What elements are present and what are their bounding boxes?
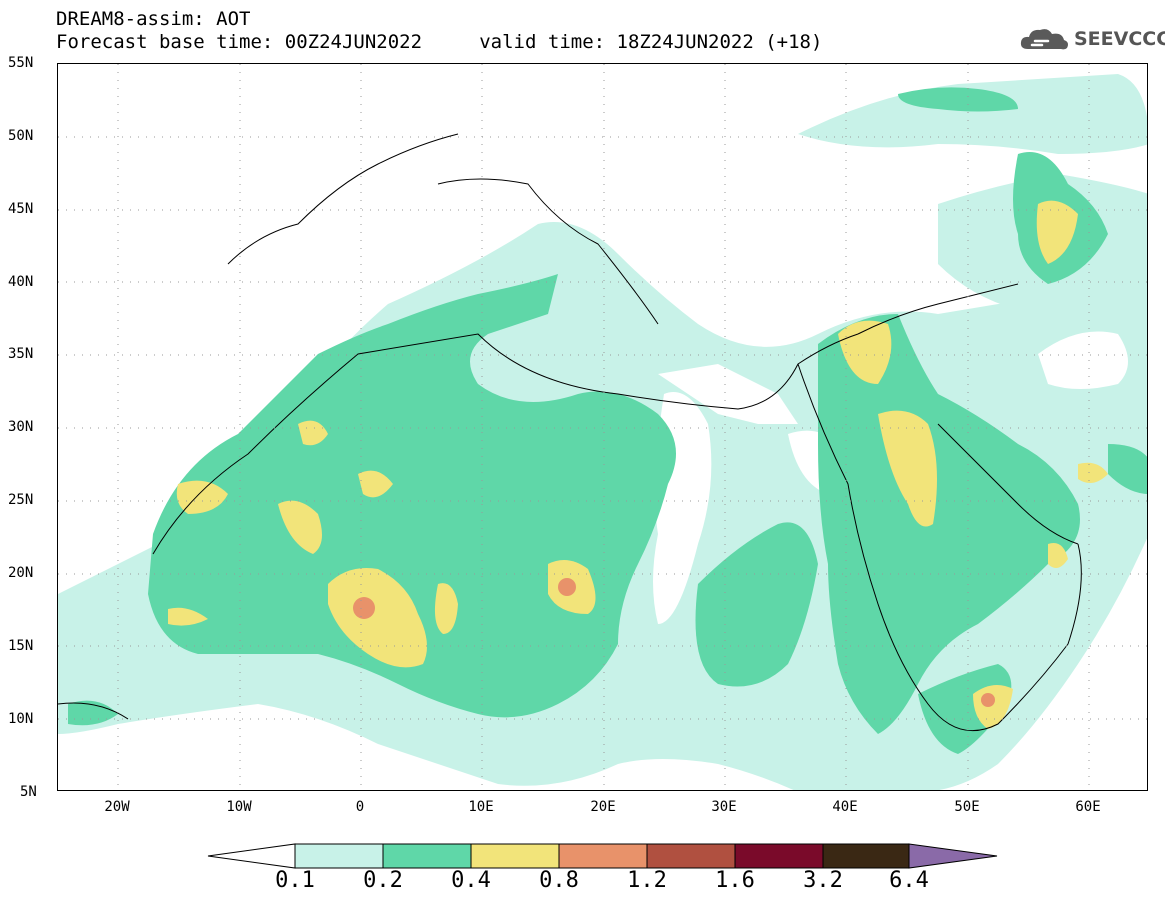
lon-label: 40E	[832, 799, 858, 815]
colorbar-label: 0.2	[363, 868, 403, 893]
aot-colorbar	[207, 843, 998, 869]
colorbar-swatch	[294, 843, 384, 869]
lat-label: 20N	[8, 565, 34, 581]
lat-label: 5N	[20, 784, 37, 800]
cloud-icon	[1020, 29, 1068, 50]
lat-label: 35N	[8, 346, 34, 362]
colorbar-label: 1.6	[715, 868, 755, 893]
colorbar-label: 6.4	[889, 868, 929, 893]
lat-label: 25N	[8, 492, 34, 508]
colorbar-label: 3.2	[803, 868, 843, 893]
map-panel	[57, 63, 1148, 791]
aot-band-0-4	[168, 200, 1108, 729]
lon-label: 60E	[1075, 799, 1101, 815]
lat-label: 50N	[8, 128, 34, 144]
forecast-time-line: Forecast base time: 00Z24JUN2022 valid t…	[56, 31, 823, 53]
aot-band-0-2	[68, 87, 1147, 754]
logo-text: SEEVCCC	[1074, 28, 1165, 50]
map-title: DREAM8-assim: AOT	[56, 8, 251, 30]
lat-label: 55N	[8, 55, 34, 71]
lon-label: 0	[355, 799, 365, 815]
lat-label: 45N	[8, 201, 34, 217]
lon-label: 10E	[468, 799, 494, 815]
lat-label: 30N	[8, 419, 34, 435]
colorbar-swatch	[470, 843, 560, 869]
colorbar-label: 1.2	[627, 868, 667, 893]
aot-band-0-8	[353, 578, 995, 707]
lon-label: 20E	[590, 799, 616, 815]
aot-map	[58, 64, 1147, 790]
lon-label: 30E	[711, 799, 737, 815]
coastline-lines	[58, 133, 1082, 732]
lon-label: 50E	[954, 799, 980, 815]
colorbar-swatch	[558, 843, 648, 869]
colorbar-swatch	[382, 843, 472, 869]
colorbar-upper-arrow	[908, 843, 998, 869]
seevccc-logo: SEEVCCC	[1018, 24, 1165, 54]
colorbar-label: 0.1	[275, 868, 315, 893]
colorbar-label: 0.4	[451, 868, 491, 893]
lon-label: 20W	[104, 799, 130, 815]
lon-label: 10W	[226, 799, 252, 815]
colorbar-swatch	[734, 843, 824, 869]
colorbar-swatch	[822, 843, 910, 869]
lat-label: 40N	[8, 274, 34, 290]
lat-label: 15N	[8, 638, 34, 654]
colorbar-label: 0.8	[539, 868, 579, 893]
lat-label: 10N	[8, 711, 34, 727]
colorbar-swatch	[646, 843, 736, 869]
colorbar-lower-arrow	[207, 843, 296, 869]
